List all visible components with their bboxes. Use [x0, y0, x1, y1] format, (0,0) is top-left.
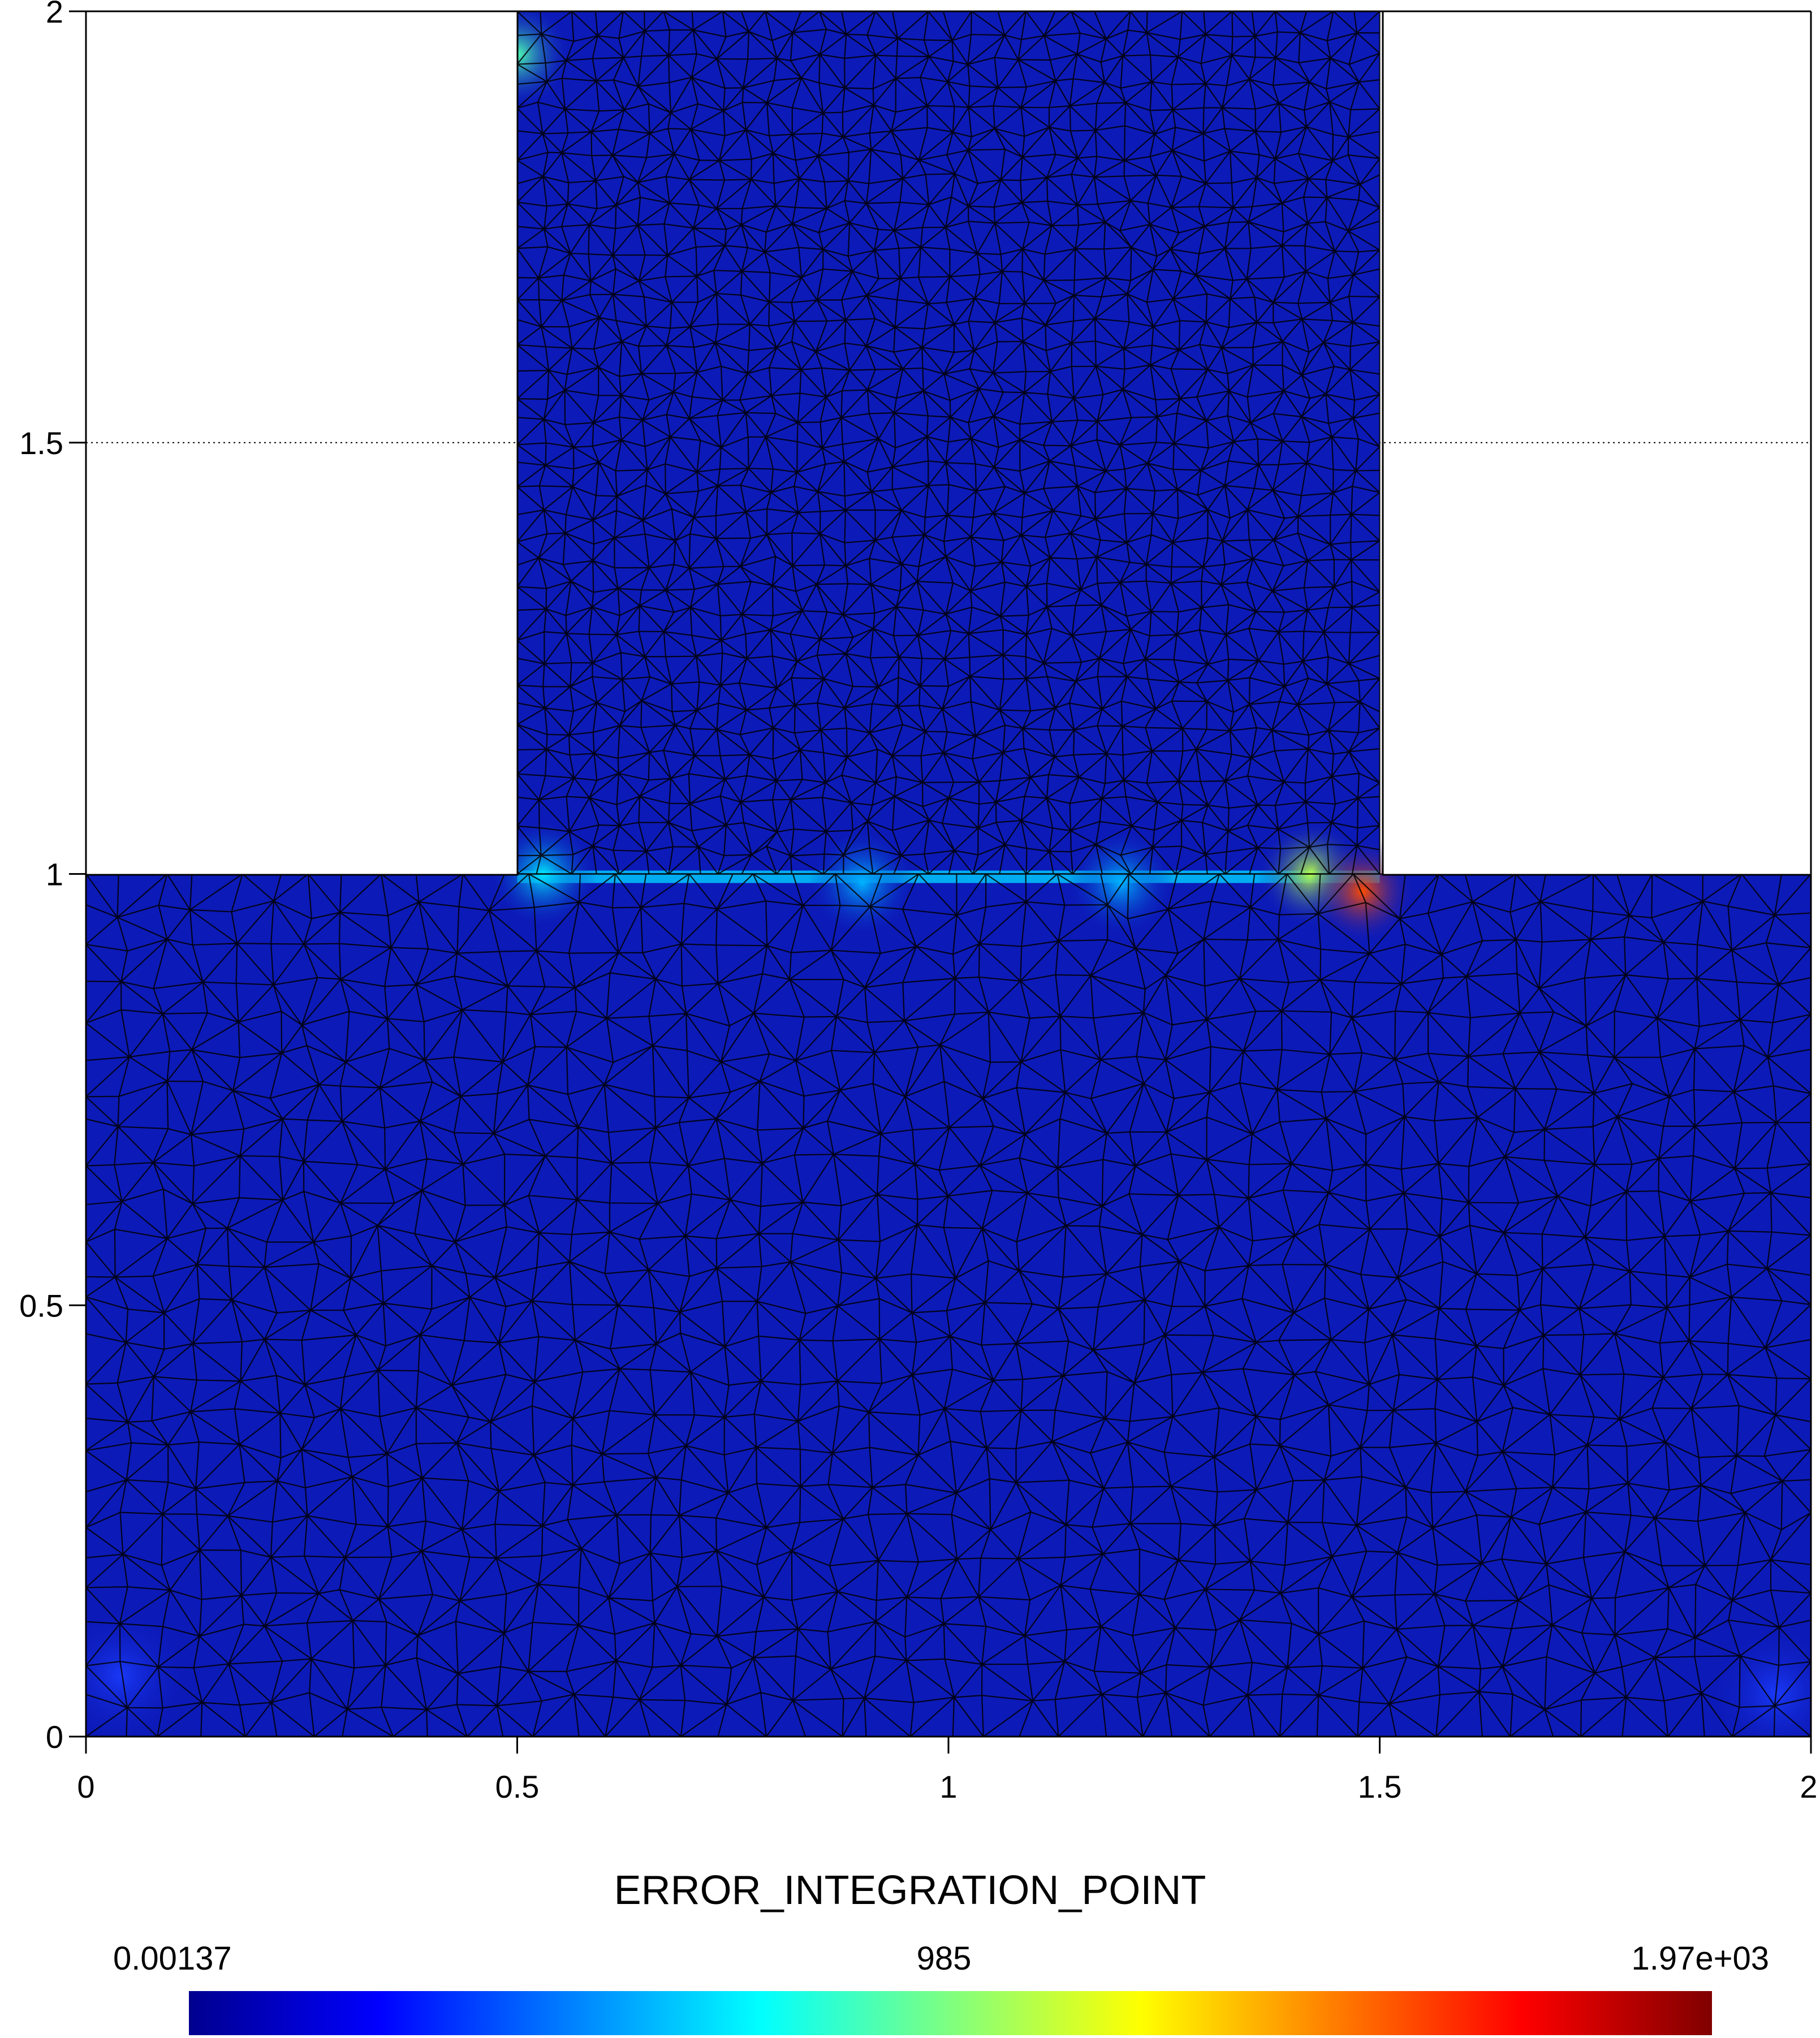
- y-tick-label: 2: [46, 0, 63, 29]
- y-tick-label: 1.5: [19, 425, 63, 461]
- axes: 0 0.5 1 1.5 2 0 0.5 1 1.5 2: [19, 0, 1817, 1804]
- colorbar-gradient: [189, 1991, 1712, 2035]
- hotspot: [808, 828, 916, 936]
- colorbar-title: ERROR_INTEGRATION_POINT: [614, 1868, 1206, 1913]
- colorbar-max-label: 1.97e+03: [1631, 1940, 1769, 1977]
- x-tick-label: 0.5: [495, 1769, 540, 1804]
- field-layer: [86, 11, 1811, 1737]
- colorbar-mid-label: 985: [916, 1940, 972, 1977]
- x-tick-label: 0: [77, 1769, 94, 1804]
- x-tick-label: 1.5: [1358, 1769, 1402, 1804]
- y-tick-label: 0.5: [19, 1288, 63, 1323]
- mesh-layer: [86, 11, 1811, 1737]
- y-tick-label: 1: [46, 857, 63, 892]
- mesh-upper-block: [516, 11, 1381, 875]
- hotspot: [1309, 837, 1416, 945]
- colorbar-min-label: 0.00137: [113, 1940, 232, 1977]
- hotspot: [1067, 828, 1175, 936]
- mesh-lower-block: [86, 873, 1811, 1737]
- corner-patch: [1743, 11, 1811, 88]
- x-tick-label: 2: [1800, 1769, 1817, 1804]
- x-tick-label: 1: [939, 1769, 957, 1804]
- y-tick-label: 0: [46, 1719, 63, 1755]
- colorbar: [189, 1991, 1712, 2035]
